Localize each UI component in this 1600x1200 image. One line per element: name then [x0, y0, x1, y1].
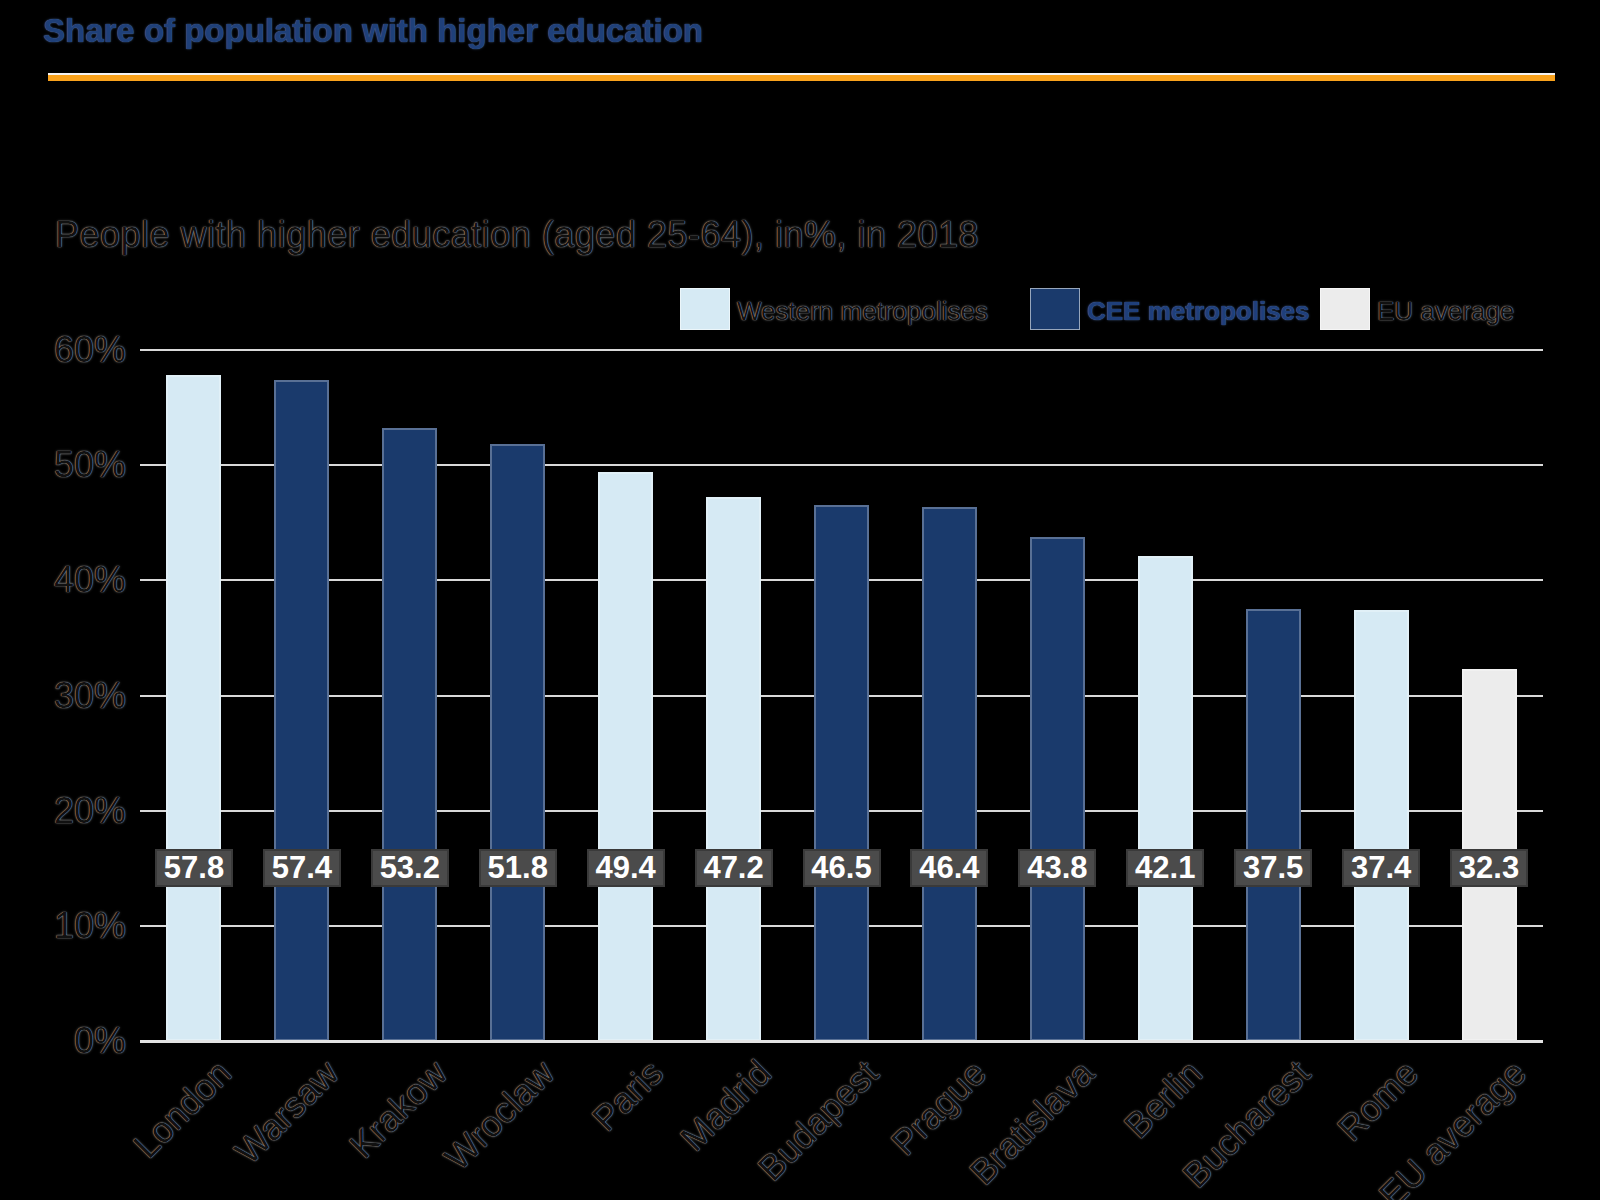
legend-label-western: Western metropolises — [737, 296, 988, 327]
chart-subtitle: People with higher education (aged 25-64… — [55, 214, 979, 256]
bar-paris — [598, 472, 653, 1041]
accent-rule — [48, 73, 1555, 81]
ytick-label-60pct: 60% — [0, 328, 126, 372]
bar-krakow — [382, 428, 437, 1041]
xtick-label-paris: Paris — [584, 1052, 672, 1140]
ytick-label-10pct: 10% — [0, 904, 126, 948]
bar-budapest — [814, 505, 869, 1041]
legend-swatch-eu — [1320, 288, 1370, 330]
bar-berlin — [1138, 556, 1193, 1041]
gridline-50pct — [140, 464, 1543, 466]
value-label-budapest: 46.5 — [803, 849, 881, 887]
bar-wroclaw — [490, 444, 545, 1041]
ytick-label-40pct: 40% — [0, 558, 126, 602]
ytick-label-0pct: 0% — [0, 1019, 126, 1063]
xtick-label-rome: Rome — [1329, 1052, 1427, 1150]
xtick-label-wroclaw: Wroclaw — [437, 1052, 564, 1179]
value-label-madrid: 47.2 — [695, 849, 773, 887]
legend-label-cee: CEE metropolises — [1087, 296, 1310, 327]
value-label-wroclaw: 51.8 — [479, 849, 557, 887]
xtick-label-london: London — [125, 1052, 240, 1167]
legend-swatch-cee — [1030, 288, 1080, 330]
xtick-label-berlin: Berlin — [1116, 1052, 1211, 1147]
value-label-bratislava: 43.8 — [1018, 849, 1096, 887]
bar-madrid — [706, 497, 761, 1041]
page-title: Share of population with higher educatio… — [43, 12, 703, 50]
legend-swatch-western — [680, 288, 730, 330]
value-label-paris: 49.4 — [587, 849, 665, 887]
xtick-label-madrid: Madrid — [672, 1052, 780, 1160]
value-label-london: 57.8 — [155, 849, 233, 887]
x-axis-line — [140, 1040, 1543, 1043]
value-label-eu-average: 32.3 — [1450, 849, 1528, 887]
value-label-bucharest: 37.5 — [1234, 849, 1312, 887]
ytick-label-30pct: 30% — [0, 674, 126, 718]
bar-rome — [1354, 610, 1409, 1041]
bar-london — [166, 375, 221, 1041]
bar-bratislava — [1030, 537, 1085, 1041]
value-label-krakow: 53.2 — [371, 849, 449, 887]
gridline-60pct — [140, 349, 1543, 351]
value-label-rome: 37.4 — [1342, 849, 1420, 887]
ytick-label-20pct: 20% — [0, 789, 126, 833]
value-label-berlin: 42.1 — [1126, 849, 1204, 887]
xtick-label-warsaw: Warsaw — [227, 1052, 348, 1173]
ytick-label-50pct: 50% — [0, 443, 126, 487]
chart-canvas: Share of population with higher educatio… — [0, 0, 1600, 1200]
value-label-prague: 46.4 — [910, 849, 988, 887]
bar-bucharest — [1246, 609, 1301, 1041]
value-label-warsaw: 57.4 — [263, 849, 341, 887]
bar-prague — [922, 507, 977, 1041]
legend-label-eu: EU average — [1377, 296, 1514, 327]
bar-warsaw — [274, 380, 329, 1041]
